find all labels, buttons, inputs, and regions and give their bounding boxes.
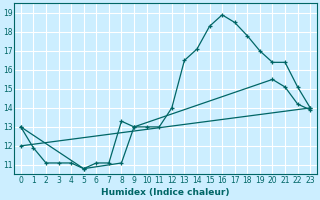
X-axis label: Humidex (Indice chaleur): Humidex (Indice chaleur): [101, 188, 230, 197]
